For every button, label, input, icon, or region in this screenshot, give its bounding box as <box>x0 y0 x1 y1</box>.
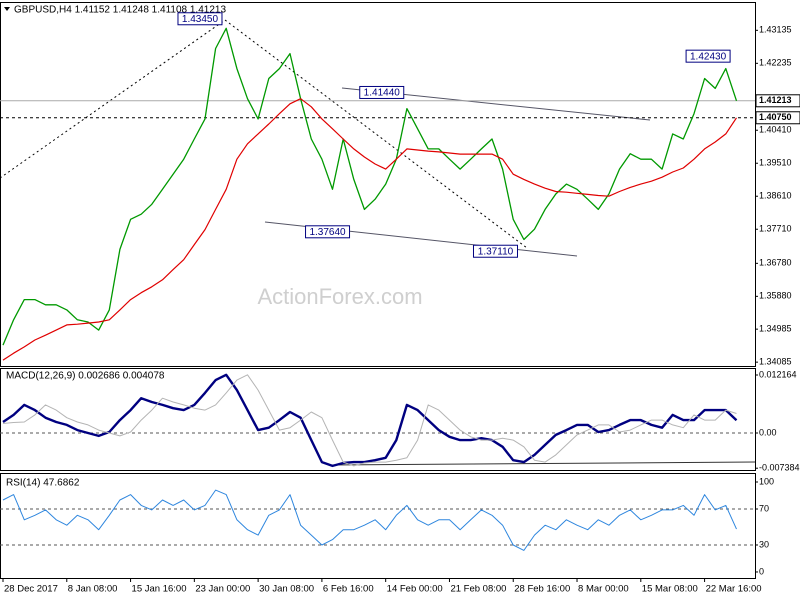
y-tick-label: 0.012164 <box>759 369 797 379</box>
x-tick-label: 8 Mar 00:00 <box>578 584 629 595</box>
y-tick-label: 0.00 <box>759 427 777 437</box>
annotation-box <box>359 85 405 99</box>
price-panel <box>0 2 756 367</box>
series-line <box>2 374 737 467</box>
macd-panel <box>0 368 756 471</box>
trend-line <box>0 19 226 179</box>
y-tick-label: 1.35880 <box>759 291 792 301</box>
chart-title: GBPUSD,H4 1.41152 1.41248 1.41108 1.4121… <box>14 5 226 16</box>
x-tick-label: 22 Mar 16:00 <box>706 584 762 595</box>
price-tag <box>755 94 800 108</box>
y-tick-label: 100 <box>759 476 774 486</box>
macd-title: MACD(12,26,9) 0.002686 0.004078 <box>6 371 165 382</box>
x-tick-label: 14 Feb 00:00 <box>387 584 443 595</box>
trend-line <box>329 461 756 466</box>
x-tick-label: 23 Jan 00:00 <box>195 584 250 595</box>
x-tick-label: 8 Jan 08:00 <box>68 584 118 595</box>
x-tick-label: 21 Feb 08:00 <box>450 584 506 595</box>
y-tick-label: 1.38610 <box>759 191 792 201</box>
y-tick-label: 70 <box>759 503 769 513</box>
rsi-panel <box>0 473 756 579</box>
annotation: 1.41440 <box>359 85 405 99</box>
y-tick-label: 1.37710 <box>759 224 792 234</box>
watermark: ActionForex.com <box>257 284 422 309</box>
annotation-box <box>685 49 731 63</box>
annotation: 1.42430 <box>685 49 731 63</box>
annotation-box <box>177 12 223 26</box>
y-tick-label: 1.36780 <box>759 258 792 268</box>
x-tick-label: 6 Feb 16:00 <box>323 584 374 595</box>
y-tick-label: 30 <box>759 539 769 549</box>
y-tick-label: 0 <box>759 566 764 576</box>
annotation-label: 1.43450 <box>182 14 219 25</box>
y-tick-label: 1.43135 <box>759 25 792 35</box>
y-tick-label: 1.34985 <box>759 324 792 334</box>
annotation-box <box>472 244 518 258</box>
annotation: 1.37640 <box>305 225 351 239</box>
annotation-label: 1.37640 <box>309 227 346 238</box>
series-line <box>2 98 737 361</box>
annotation: 1.37110 <box>472 244 518 258</box>
annotation-box <box>305 225 351 239</box>
rsi-title: RSI(14) 47.6862 <box>6 478 80 489</box>
trend-line <box>224 19 528 249</box>
annotation-label: 1.42430 <box>690 51 727 62</box>
x-tick-label: 15 Jan 16:00 <box>132 584 187 595</box>
annotation-label: 1.41440 <box>364 88 401 99</box>
annotation: 1.43450 <box>177 12 223 26</box>
x-tick-label: 28 Dec 2017 <box>4 584 58 595</box>
series-line <box>2 27 738 346</box>
price-tag-label: 1.40750 <box>759 112 792 122</box>
y-tick-label: 1.42235 <box>759 58 792 68</box>
chart-icon <box>4 7 10 11</box>
y-tick-label: 1.40410 <box>759 125 792 135</box>
x-tick-label: 30 Jan 08:00 <box>259 584 314 595</box>
price-tag-label: 1.41213 <box>759 95 792 105</box>
annotation-label: 1.37110 <box>478 246 514 257</box>
price-tag <box>755 111 800 125</box>
x-tick-label: 28 Feb 16:00 <box>514 584 570 595</box>
series-line <box>2 373 738 468</box>
y-tick-label: -0.007384 <box>759 463 800 473</box>
y-tick-label: 1.39510 <box>759 158 792 168</box>
y-tick-label: 1.34085 <box>759 357 792 367</box>
x-tick-label: 15 Mar 08:00 <box>642 584 698 595</box>
series-line <box>2 489 737 551</box>
